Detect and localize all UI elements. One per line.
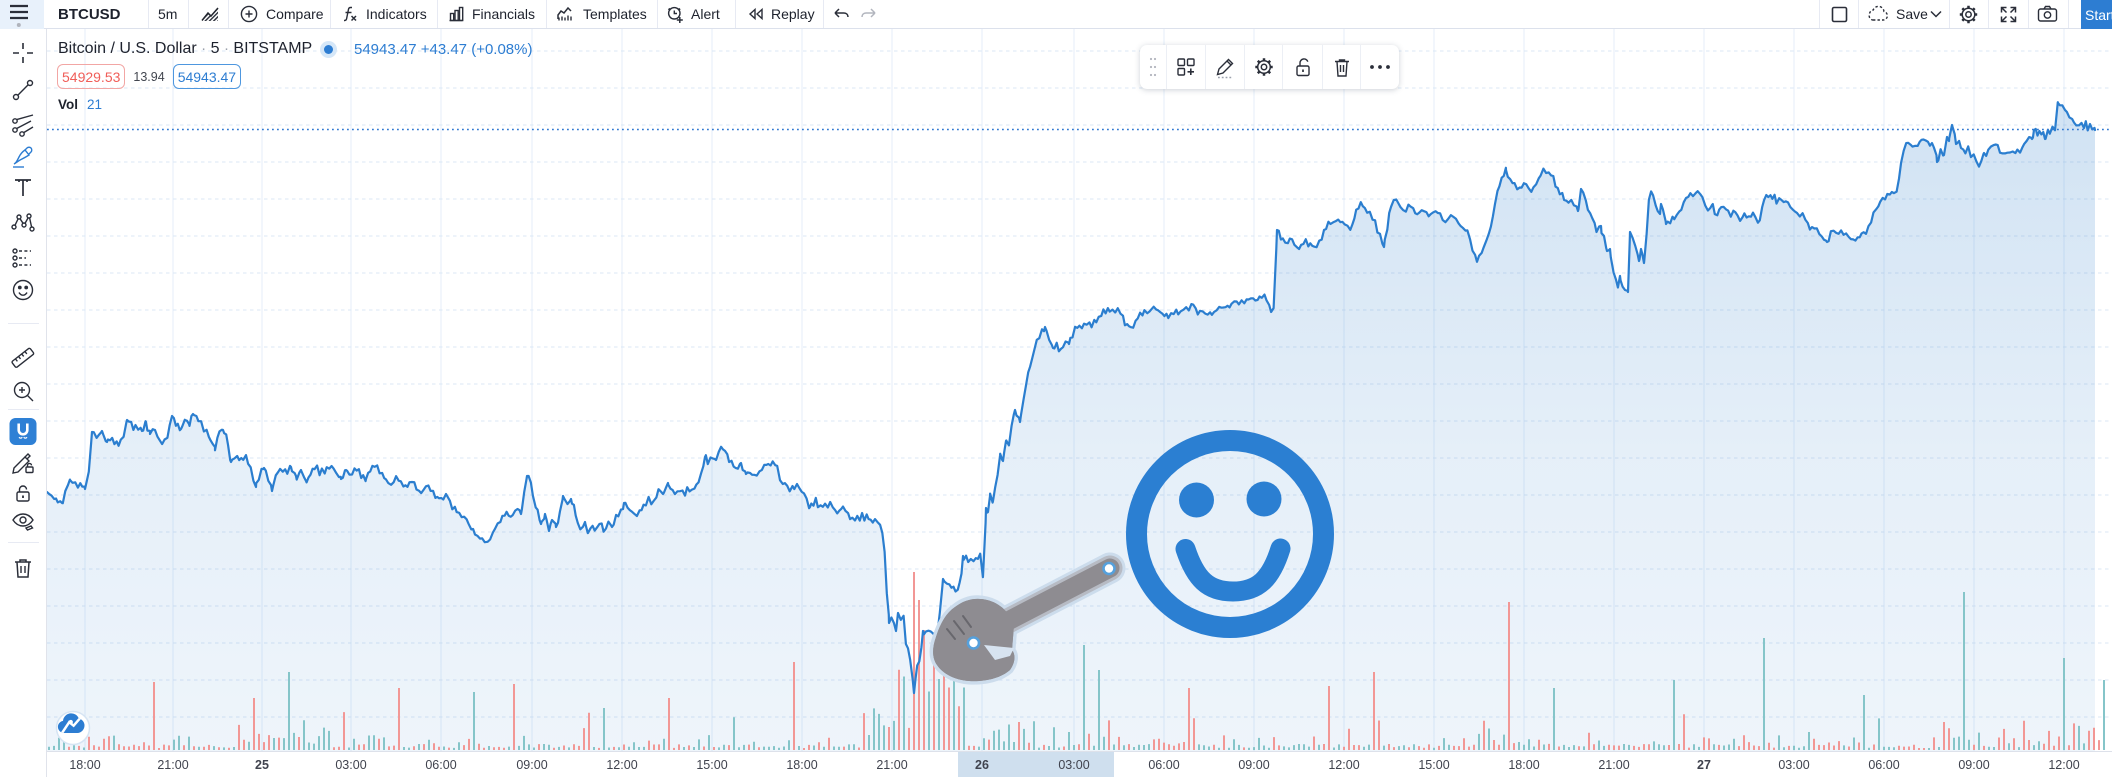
svg-text:18:00: 18:00: [786, 758, 817, 772]
svg-text:06:00: 06:00: [1868, 758, 1899, 772]
svg-text:03:00: 03:00: [335, 758, 366, 772]
svg-text:09:00: 09:00: [1238, 758, 1269, 772]
svg-text:18:00: 18:00: [69, 758, 100, 772]
svg-text:09:00: 09:00: [516, 758, 547, 772]
svg-text:15:00: 15:00: [696, 758, 727, 772]
svg-text:21:00: 21:00: [1598, 758, 1629, 772]
svg-text:26: 26: [975, 758, 989, 772]
svg-text:18:00: 18:00: [1508, 758, 1539, 772]
svg-text:06:00: 06:00: [1148, 758, 1179, 772]
svg-text:12:00: 12:00: [606, 758, 637, 772]
svg-text:27: 27: [1697, 758, 1711, 772]
svg-text:03:00: 03:00: [1778, 758, 1809, 772]
svg-text:21:00: 21:00: [876, 758, 907, 772]
svg-text:15:00: 15:00: [1418, 758, 1449, 772]
svg-text:12:00: 12:00: [2048, 758, 2079, 772]
svg-text:21:00: 21:00: [157, 758, 188, 772]
svg-text:25: 25: [255, 758, 269, 772]
svg-text:12:00: 12:00: [1328, 758, 1359, 772]
svg-text:06:00: 06:00: [425, 758, 456, 772]
svg-text:09:00: 09:00: [1958, 758, 1989, 772]
svg-text:03:00: 03:00: [1058, 758, 1089, 772]
